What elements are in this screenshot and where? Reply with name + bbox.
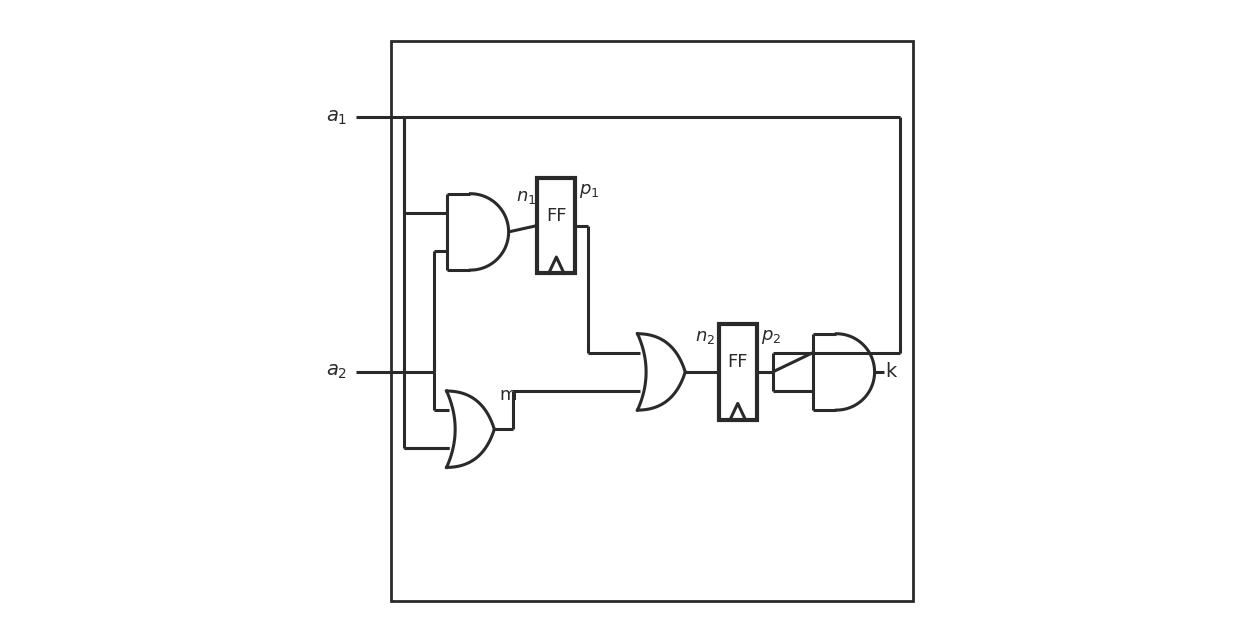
Text: $a_2$: $a_2$ (326, 363, 347, 381)
Text: FF: FF (728, 353, 748, 371)
Text: $n_1$: $n_1$ (516, 189, 536, 207)
Text: FF: FF (546, 207, 567, 225)
Text: $p_2$: $p_2$ (760, 329, 781, 347)
Text: $a_1$: $a_1$ (326, 108, 347, 127)
Bar (537, 178, 575, 273)
Text: k: k (885, 363, 897, 381)
Text: $n_2$: $n_2$ (696, 329, 715, 347)
Text: $p_1$: $p_1$ (579, 182, 600, 200)
Bar (719, 324, 756, 420)
Bar (391, 41, 913, 601)
Text: m: m (500, 386, 517, 404)
